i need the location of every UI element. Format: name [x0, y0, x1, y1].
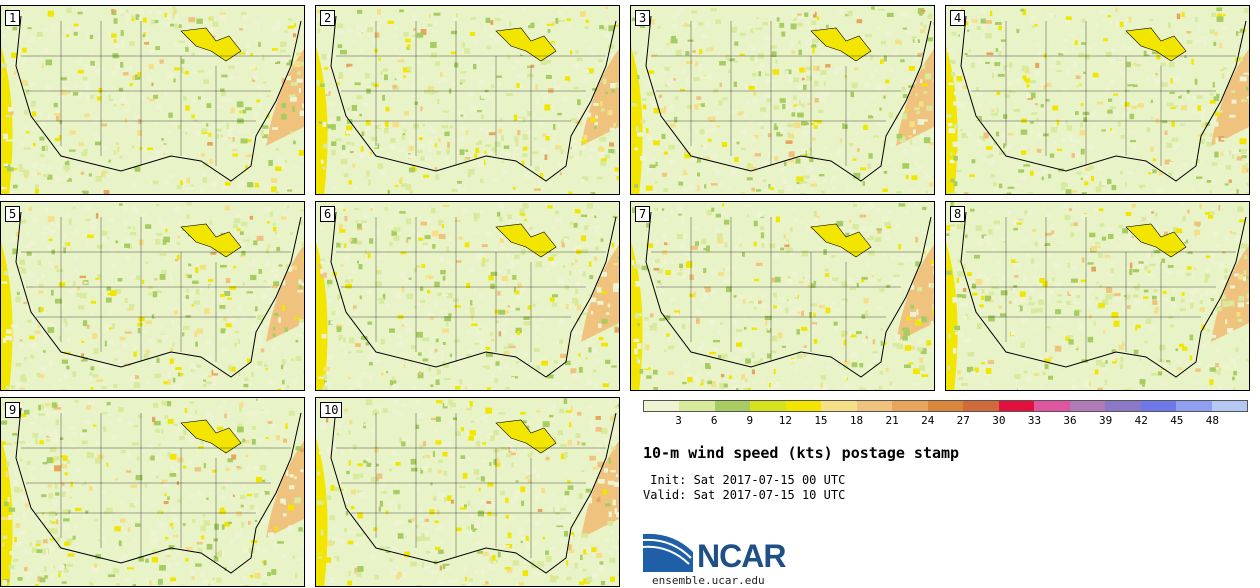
wind-speed-map: [631, 6, 934, 194]
wind-speed-map: [1, 398, 304, 586]
wind-speed-map: [946, 202, 1249, 390]
colorbar-tick-label: 39: [1099, 414, 1113, 427]
page-title: 10-m wind speed (kts) postage stamp: [643, 444, 960, 462]
colorbar-swatch: [1140, 401, 1177, 411]
map-panel-7[interactable]: 7: [630, 201, 935, 391]
colorbar-swatch: [892, 401, 928, 411]
colorbar-tick-label: 9: [746, 414, 754, 427]
colorbar-swatch: [644, 401, 680, 411]
map-panel-3[interactable]: 3: [630, 5, 935, 195]
colorbar-swatch: [750, 401, 786, 411]
colorbar-swatch: [998, 401, 1035, 411]
colorbar-tick-label: 42: [1134, 414, 1148, 427]
panel-label: 8: [950, 206, 966, 222]
wind-speed-map: [631, 202, 934, 390]
colorbar-swatch: [1105, 401, 1141, 411]
colorbar-tick-label: 27: [956, 414, 970, 427]
panel-label: 7: [635, 206, 651, 222]
colorbar-swatch: [856, 401, 893, 411]
site-url: ensemble.ucar.edu: [652, 574, 765, 587]
map-panel-6[interactable]: 6: [315, 201, 620, 391]
colorbar-tick-label: 48: [1205, 414, 1220, 427]
map-panel-2[interactable]: 2: [315, 5, 620, 195]
map-panel-8[interactable]: 8: [945, 201, 1250, 391]
panel-label: 6: [320, 206, 336, 222]
colorbar: [643, 400, 1248, 412]
map-panel-10[interactable]: 10: [315, 397, 620, 587]
colorbar-swatch: [1176, 401, 1212, 411]
map-panel-5[interactable]: 5: [0, 201, 305, 391]
colorbar-ticks: 3 6 9 12 15 18 21 24 27 30 33 36 39 42 45 48: [643, 414, 1248, 428]
wind-speed-map: [1, 6, 304, 194]
colorbar-tick-label: 33: [1027, 414, 1042, 427]
colorbar-tick-label: 18: [849, 414, 864, 427]
wind-speed-map: [316, 202, 619, 390]
init-time: Init: Sat 2017-07-15 00 UTC: [643, 473, 846, 487]
colorbar-tick-label: 6: [710, 414, 718, 427]
colorbar-swatch: [821, 401, 857, 411]
panel-label: 2: [320, 10, 336, 26]
colorbar-tick-label: 3: [675, 414, 682, 427]
panel-label: 4: [950, 10, 966, 26]
colorbar-swatch: [1211, 401, 1247, 411]
panel-label: 1: [5, 10, 21, 26]
panel-label: 5: [5, 206, 21, 222]
wind-speed-map: [946, 7, 1249, 194]
map-panel-9[interactable]: 9: [0, 397, 305, 587]
colorbar-swatch: [963, 401, 999, 411]
colorbar-swatch: [1034, 401, 1070, 411]
colorbar-tick-label: 12: [778, 414, 792, 427]
colorbar-tick-label: 15: [814, 414, 828, 427]
colorbar-swatch: [679, 401, 715, 411]
colorbar-tick-label: 45: [1170, 414, 1184, 427]
ncar-logo-icon: [643, 533, 693, 572]
colorbar-tick-label: 21: [885, 414, 899, 427]
colorbar-swatch: [785, 401, 822, 411]
map-panel-1[interactable]: 1: [0, 5, 305, 195]
panel-label: 10: [320, 402, 343, 418]
colorbar-tick-label: 30: [992, 414, 1006, 427]
colorbar-tick-label: 36: [1063, 414, 1077, 427]
wind-speed-map: [316, 6, 619, 194]
panel-label: 3: [635, 10, 651, 26]
wind-speed-map: [1, 202, 304, 390]
map-panel-4[interactable]: 4: [945, 5, 1250, 195]
wind-speed-map: [316, 398, 619, 586]
panel-label: 9: [5, 402, 21, 418]
colorbar-swatch: [1069, 401, 1106, 411]
colorbar-tick-label: 24: [921, 414, 935, 427]
logo-text: NCAR: [697, 538, 786, 574]
colorbar-swatch: [714, 401, 751, 411]
colorbar-swatch: [927, 401, 964, 411]
valid-time: Valid: Sat 2017-07-15 10 UTC: [643, 488, 846, 502]
